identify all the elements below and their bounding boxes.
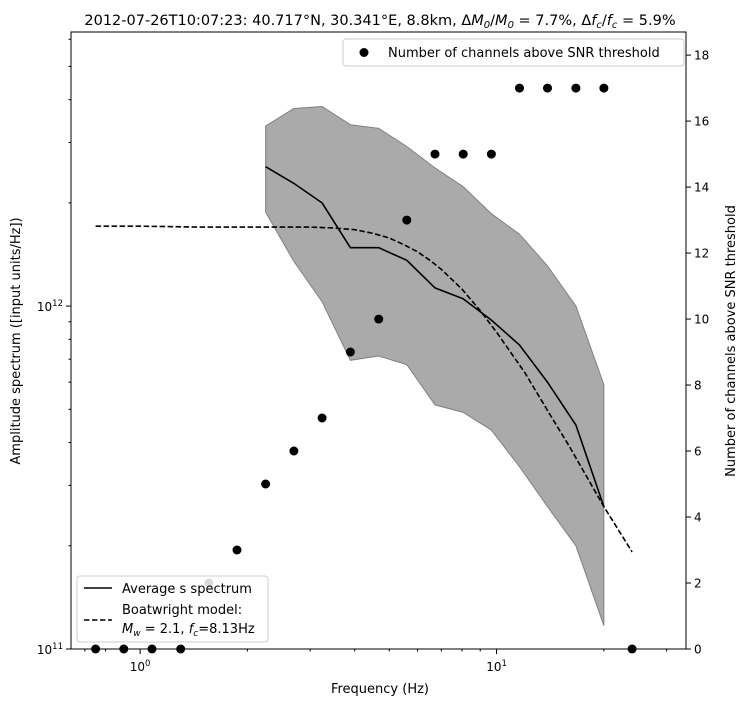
y-right-tick-label: 2 xyxy=(694,577,702,591)
tick-label: 101 xyxy=(486,659,507,674)
channel-count-point xyxy=(430,149,440,159)
y-right-tick-label: 14 xyxy=(694,181,709,195)
average-spectrum-line xyxy=(265,166,605,507)
spectrum-band-layer xyxy=(265,105,605,626)
channel-count-point xyxy=(543,83,552,93)
channel-count-point xyxy=(402,215,412,225)
tick-label: 1012 xyxy=(37,299,63,314)
channel-count-point xyxy=(571,83,581,93)
x-axis-label: Frequency (Hz) xyxy=(331,682,429,697)
tick-label: 100 xyxy=(130,659,151,674)
legend-average-label: Average s spectrum xyxy=(122,582,252,597)
channel-count-point xyxy=(289,446,299,456)
y-right-tick-label: 6 xyxy=(694,445,702,459)
channel-count-point xyxy=(232,545,242,555)
y-axis-right-label: Number of channels above SNR threshold xyxy=(724,205,739,477)
legend-scatter-marker xyxy=(359,48,369,57)
channel-count-point xyxy=(374,314,384,324)
channel-count-point xyxy=(261,479,271,489)
y-right-tick-label: 4 xyxy=(694,511,702,525)
y-right-tick-label: 10 xyxy=(694,313,709,327)
chart-title: 2012-07-26T10:07:23: 40.717°N, 30.341°E,… xyxy=(84,13,675,31)
legend-top: Number of channels above SNR threshold xyxy=(342,38,685,67)
plot-frame xyxy=(70,31,687,650)
spectrum-range-band xyxy=(265,105,605,626)
legend-model-label-line1: Boatwright model: xyxy=(122,603,242,618)
channel-count-point xyxy=(515,83,524,93)
y-right-tick-label: 12 xyxy=(694,247,709,261)
tick-label: 1011 xyxy=(37,642,63,657)
y-right-tick-label: 0 xyxy=(694,643,702,657)
channel-count-point xyxy=(486,149,496,159)
channel-count-point xyxy=(599,83,609,93)
y-axis-left-label: Amplitude spectrum ([input units/Hz]) xyxy=(9,217,24,464)
boatwright-model-line xyxy=(95,225,633,553)
y-right-tick-label: 18 xyxy=(694,49,709,63)
y-right-tick-label: 8 xyxy=(694,379,702,393)
legend-bottom: Average s spectrum Boatwright model: Mw … xyxy=(76,575,269,643)
y-right-tick-label: 16 xyxy=(694,115,709,129)
channel-count-point xyxy=(317,413,327,423)
legend-model-label-line2: Mw = 2.1, fc=8.13Hz xyxy=(122,622,255,639)
channel-count-point xyxy=(345,347,355,357)
channel-count-point xyxy=(458,149,468,159)
legend-scatter-label: Number of channels above SNR threshold xyxy=(388,46,660,61)
spectrum-lines-layer xyxy=(95,166,633,553)
